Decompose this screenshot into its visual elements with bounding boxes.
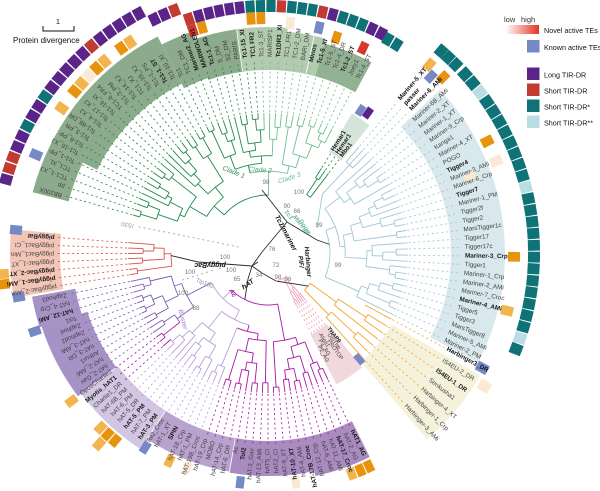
svg-text:Short TIR-DR**: Short TIR-DR** — [544, 119, 593, 128]
svg-text:hAT-13_AMi: hAT-13_AMi — [255, 449, 263, 483]
svg-text:hAT5_CI: hAT5_CI — [265, 449, 272, 474]
svg-text:MARISP1: MARISP1 — [267, 29, 274, 57]
svg-text:hAT2_CI: hAT2_CI — [272, 448, 280, 473]
svg-text:S2_DM: S2_DM — [222, 40, 233, 62]
svg-text:100: 100 — [294, 189, 305, 196]
svg-text:low: low — [504, 15, 516, 24]
svg-text:Harbinger: Harbinger — [303, 246, 313, 278]
svg-text:pp: pp — [56, 181, 65, 190]
svg-text:TC1-2_DM: TC1-2_DM — [292, 28, 303, 59]
svg-text:hAT-10_XT: hAT-10_XT — [288, 447, 299, 480]
svg-text:Ac: Ac — [227, 287, 238, 299]
svg-text:98: 98 — [263, 179, 270, 186]
svg-text:piggyBac-2_XT: piggyBac-2_XT — [9, 266, 55, 277]
svg-text:1: 1 — [56, 17, 60, 26]
svg-text:high: high — [521, 15, 535, 24]
svg-text:Tigger2: Tigger2 — [462, 214, 484, 224]
svg-text:90: 90 — [284, 203, 291, 210]
svg-text:99: 99 — [335, 262, 342, 269]
svg-text:piggyBac1_CI: piggyBac1_CI — [15, 241, 55, 249]
svg-text:Tigger17: Tigger17 — [464, 233, 490, 242]
svg-text:Long TIR-DR: Long TIR-DR — [544, 71, 586, 80]
svg-text:Zaphod3: Zaphod3 — [41, 291, 67, 303]
svg-text:Novel active TEs: Novel active TEs — [544, 26, 598, 35]
svg-text:piggyBac1_Mm: piggyBac1_Mm — [11, 250, 54, 257]
svg-text:hAT-9_XT: hAT-9_XT — [280, 448, 289, 477]
svg-text:Short TIR-DR: Short TIR-DR — [544, 87, 587, 96]
svg-text:TC1 FR2: TC1 FR2 — [248, 31, 257, 57]
svg-text:76: 76 — [269, 246, 276, 253]
svg-text:TC1_FR1: TC1_FR1 — [283, 30, 293, 58]
svg-text:100: 100 — [220, 254, 231, 261]
svg-text:98: 98 — [275, 274, 282, 281]
svg-text:99: 99 — [316, 222, 323, 229]
svg-text:Mariner-3_Crp: Mariner-3_Crp — [465, 253, 508, 261]
svg-text:100: 100 — [185, 269, 196, 276]
svg-text:BARI_DM: BARI_DM — [300, 32, 312, 61]
svg-text:100: 100 — [178, 290, 189, 297]
svg-text:Tc1-3_ST: Tc1-3_ST — [258, 30, 266, 57]
svg-text:88: 88 — [193, 305, 200, 312]
svg-text:Short TIR-DR*: Short TIR-DR* — [544, 103, 590, 112]
svg-text:piggyBac: piggyBac — [194, 261, 227, 268]
svg-text:PARIS: PARIS — [231, 41, 241, 60]
svg-text:piggyBac-1_XT: piggyBac-1_XT — [11, 258, 54, 267]
svg-text:MarsTigger1c: MarsTigger1c — [463, 222, 502, 233]
svg-text:Tigger1: Tigger1 — [464, 261, 486, 269]
svg-text:65: 65 — [234, 276, 241, 283]
svg-text:96: 96 — [285, 276, 292, 283]
svg-text:Tigger17c: Tigger17c — [465, 243, 493, 251]
svg-text:Protein divergence: Protein divergence — [13, 36, 80, 45]
svg-text:hAT-4_AMi: hAT-4_AMi — [296, 446, 308, 477]
svg-text:S_DM: S_DM — [214, 45, 225, 64]
svg-text:Known active TEs: Known active TEs — [544, 43, 600, 52]
svg-text:hAT-3_Gav: hAT-3_Gav — [246, 447, 256, 480]
svg-text:Tol2: Tol2 — [239, 447, 248, 461]
svg-text:Tigger2f: Tigger2f — [460, 205, 484, 217]
svg-text:100: 100 — [226, 267, 237, 274]
svg-text:72: 72 — [273, 262, 280, 269]
svg-text:IS30: IS30 — [120, 220, 134, 230]
svg-text:Ac: Ac — [232, 446, 240, 454]
svg-text:Tc1: Tc1 — [175, 66, 186, 78]
svg-text:66: 66 — [294, 208, 301, 215]
svg-text:piggyBat: piggyBat — [27, 232, 55, 241]
svg-text:34: 34 — [256, 272, 263, 279]
svg-text:Mariner-1_Crp: Mariner-1_Crp — [464, 270, 506, 281]
svg-text:Tc1DR3_XI: Tc1DR3_XI — [275, 24, 284, 57]
svg-text:Clade 2: Clade 2 — [248, 166, 272, 175]
svg-text:Minos: Minos — [308, 43, 319, 63]
svg-text:PIF/: PIF/ — [296, 256, 304, 270]
svg-text:Tc1-15_XI: Tc1-15_XI — [239, 29, 249, 59]
svg-text:Tol1: Tol1 — [64, 314, 78, 324]
